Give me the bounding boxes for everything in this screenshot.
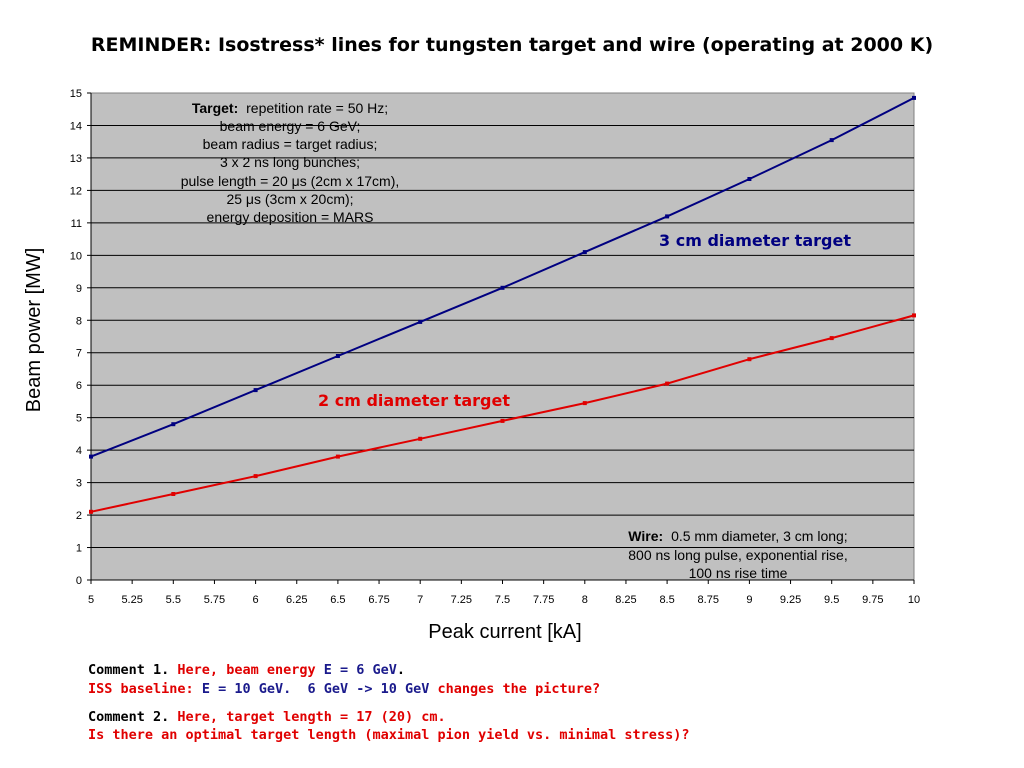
y-tick-label: 6 (76, 380, 82, 392)
comment-2-line-1: Comment 2. Here, target length = 17 (20)… (88, 709, 446, 726)
series-label-3cm: 3 cm diameter target (659, 231, 851, 250)
data-point (500, 285, 505, 290)
y-tick-label: 0 (76, 575, 82, 587)
x-tick-label: 6.25 (286, 594, 307, 606)
x-tick-label: 9.5 (824, 594, 839, 606)
comment-2-prefix: Comment 2. (88, 709, 170, 725)
data-point (171, 492, 176, 496)
wire-note-line-3: 100 ns rise time (689, 565, 788, 581)
comment-1-line-1: Comment 1. Here, beam energy E = 6 GeV. (88, 662, 405, 679)
x-tick-label: 6.5 (330, 594, 345, 606)
comment-1-end: . (396, 662, 406, 678)
data-point (747, 357, 752, 362)
y-tick-label: 11 (71, 218, 82, 230)
comment-2b-red: Is there an optimal target length (maxim… (88, 727, 690, 743)
y-tick-label: 1 (76, 543, 82, 555)
y-tick-label: 14 (70, 120, 82, 132)
x-tick-label: 7.25 (451, 594, 472, 606)
comment-1-blue: E = 6 GeV (323, 662, 397, 678)
y-tick-label: 10 (70, 250, 82, 262)
comment-1-prefix: Comment 1. (88, 662, 170, 678)
comment-1-line-2: ISS baseline: E = 10 GeV. 6 GeV -> 10 Ge… (88, 681, 600, 698)
x-tick-label: 5.25 (121, 594, 142, 606)
data-point (89, 454, 93, 459)
data-point (665, 214, 670, 219)
comment-1b-red1: ISS baseline: (88, 681, 194, 697)
y-tick-label: 9 (76, 283, 82, 295)
data-point (747, 177, 752, 181)
data-point (912, 95, 916, 100)
x-tick-label: 10 (908, 594, 920, 606)
target-note-label: Target: (192, 100, 238, 116)
wire-note-label: Wire: (628, 528, 663, 544)
data-point (582, 401, 587, 406)
target-note-line-4: 3 x 2 ns long bunches; (220, 154, 360, 170)
target-note-line-2: beam energy = 6 GeV; (220, 118, 361, 134)
comment-1b-red2: changes the picture? (437, 681, 601, 697)
y-tick-label: 13 (70, 153, 82, 165)
x-tick-label: 6 (253, 594, 259, 606)
svg-text:Target: repetition rate: Target: repetition rate = 50 Hz; (192, 100, 388, 116)
x-tick-label: 8.5 (659, 594, 674, 606)
x-axis-title: Peak current [kA] (428, 621, 581, 643)
x-tick-label: 6.75 (368, 594, 389, 606)
x-tick-label: 5.5 (166, 594, 181, 606)
x-tick-label: 8 (582, 594, 588, 606)
data-point (418, 319, 423, 324)
x-tick-label: 9.75 (862, 594, 883, 606)
data-point (582, 250, 587, 255)
series-group (89, 95, 916, 514)
comment-2-red: Here, target length = 17 (20) cm. (177, 709, 446, 725)
data-point (829, 138, 834, 143)
y-tick-label: 4 (76, 445, 82, 457)
svg-text:Wire: 0.5 mm diameter, 3: Wire: 0.5 mm diameter, 3 cm long; (628, 528, 847, 544)
x-tick-label: 8.75 (698, 594, 719, 606)
y-tick-label: 12 (70, 185, 82, 197)
target-note-line-3: beam radius = target radius; (203, 136, 378, 152)
y-tick-label: 2 (76, 510, 82, 522)
x-tick-label: 9 (746, 594, 752, 606)
data-point (253, 388, 258, 393)
data-point (912, 313, 916, 318)
data-point (335, 354, 340, 358)
x-tick-label: 8.25 (615, 594, 636, 606)
data-point (665, 381, 670, 386)
data-point (253, 474, 258, 479)
target-note-line-6: 25 μs (3cm x 20cm); (226, 191, 353, 207)
target-note-line-7: energy deposition = MARS (207, 209, 374, 225)
x-tick-label: 7 (417, 594, 423, 606)
x-axis-ticks: 5 5.25 5.5 5.75 6 6.25 6.5 6.75 7 7.25 7.5 7.75 8 8.2… (88, 93, 920, 606)
plot-area (90, 92, 915, 581)
comment-1-red: Here, beam energy (177, 662, 316, 678)
y-tick-label: 8 (76, 315, 82, 327)
x-tick-label: 5 (88, 594, 94, 606)
wire-note-line-2: 800 ns long pulse, exponential rise, (628, 547, 847, 563)
y-tick-label: 7 (76, 348, 82, 360)
data-point (500, 418, 505, 423)
data-point (171, 422, 176, 427)
target-note: Target: repetition rate = 50 Hz; beam en… (181, 100, 400, 225)
x-tick-label: 9.25 (780, 594, 801, 606)
data-point (335, 454, 340, 459)
y-tick-label: 15 (70, 88, 82, 100)
slide-title: REMINDER: Isostress* lines for tungsten … (90, 34, 934, 56)
target-note-line-1: repetition rate = 50 Hz; (246, 100, 388, 116)
y-axis-title: Beam power [MW] (23, 248, 45, 412)
data-point (89, 509, 93, 514)
x-tick-label: 7.5 (495, 594, 510, 606)
x-tick-label: 7.75 (533, 594, 554, 606)
x-tick-label: 5.75 (204, 594, 225, 606)
data-point (418, 436, 423, 441)
y-tick-label: 3 (76, 478, 82, 490)
target-note-line-5: pulse length = 20 μs (2cm x 17cm), (181, 173, 400, 189)
y-tick-label: 5 (76, 413, 82, 425)
series-label-2cm: 2 cm diameter target (318, 391, 510, 410)
comment-1b-blue: E = 10 GeV. 6 GeV -> 10 GeV (201, 681, 430, 697)
data-point (829, 336, 834, 341)
wire-note-line-1: 0.5 mm diameter, 3 cm long; (671, 528, 848, 544)
wire-note: Wire: 0.5 mm diameter, 3 cm long; 800 ns… (628, 528, 847, 581)
comment-2-line-2: Is there an optimal target length (maxim… (88, 727, 689, 744)
